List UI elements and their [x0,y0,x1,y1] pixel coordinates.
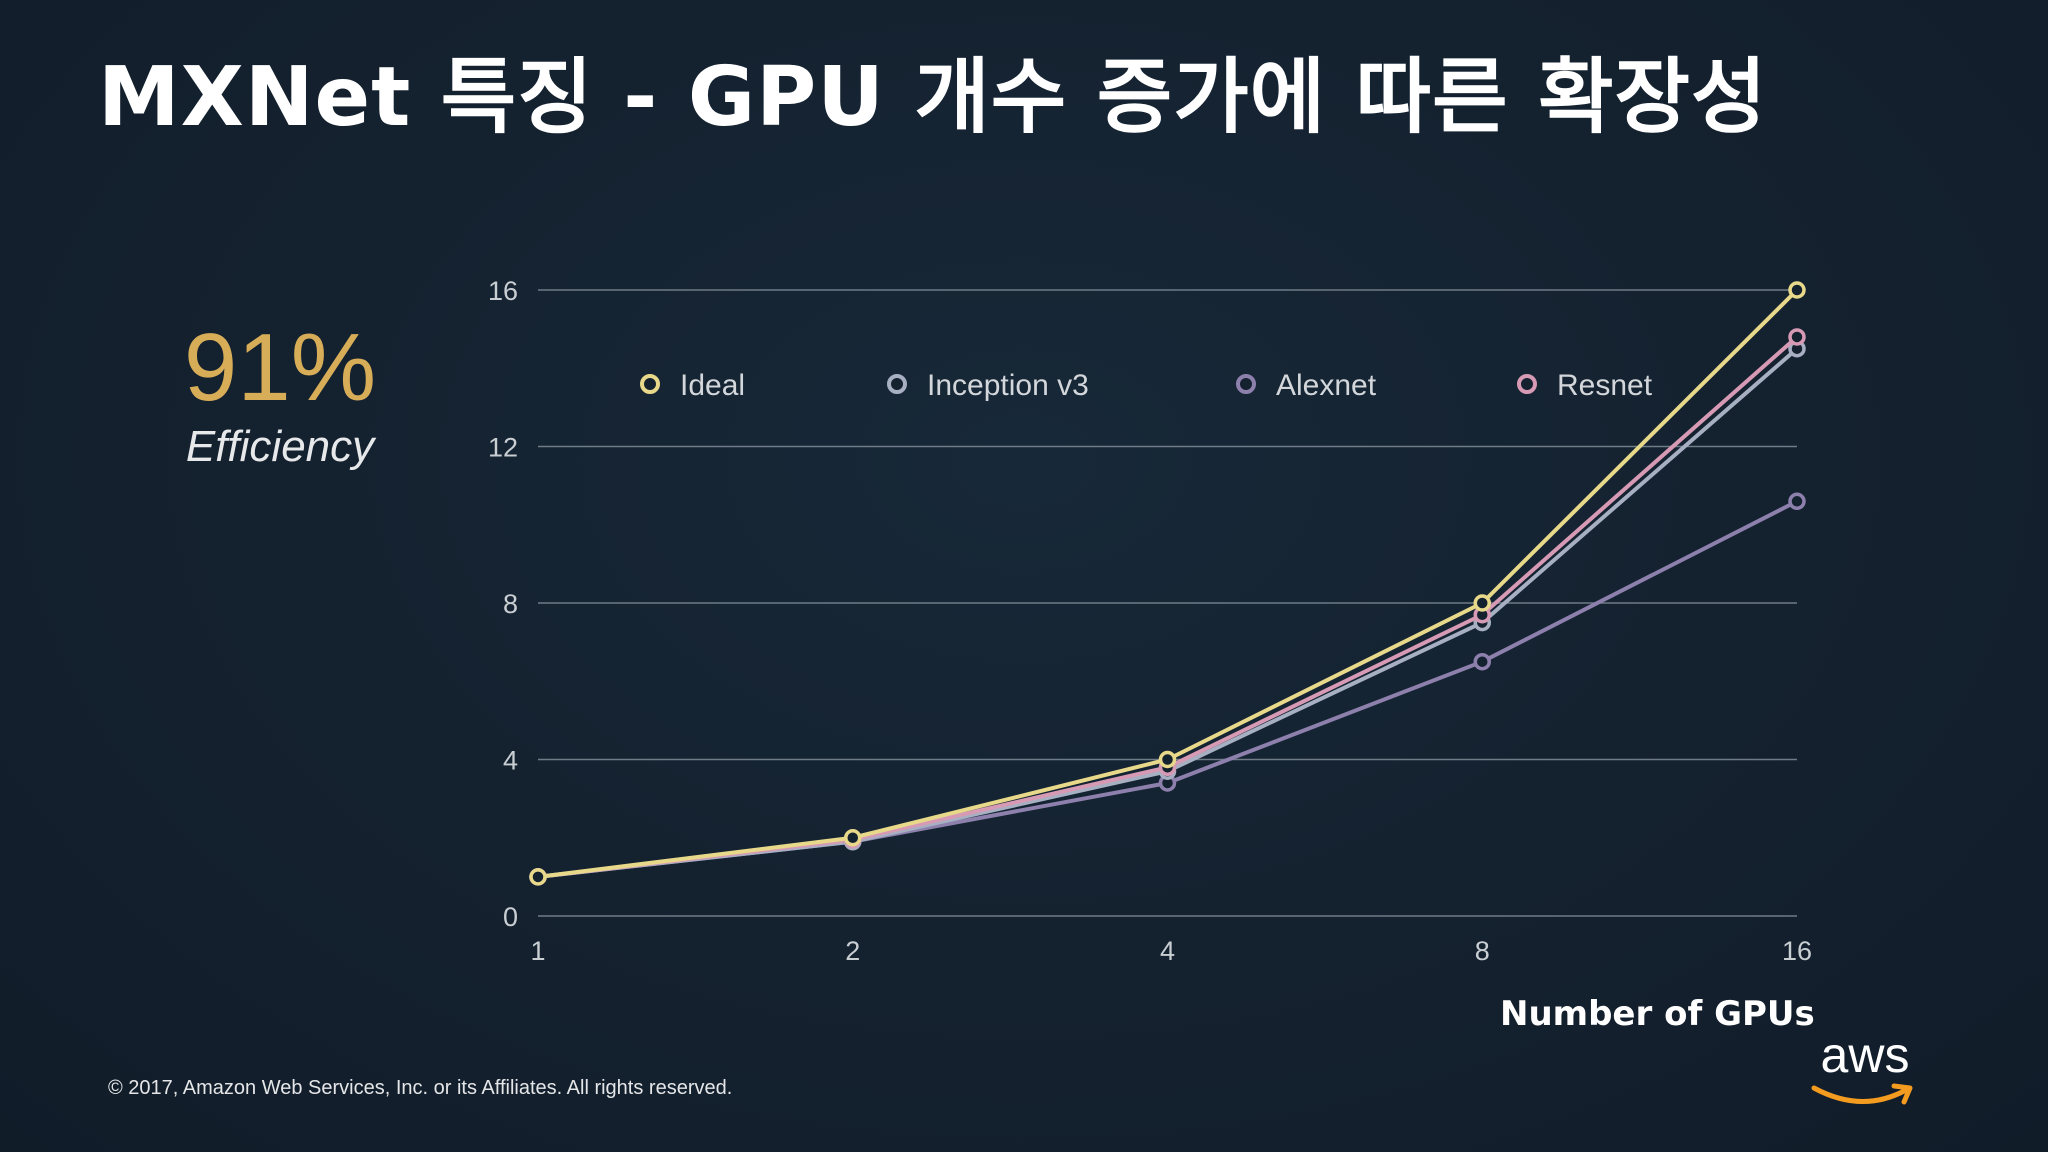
y-tick-label: 16 [488,276,518,306]
data-point-ideal [1158,750,1177,769]
series-line-alexnet [536,499,1799,879]
legend-marker [640,374,660,394]
legend-label: Inception v3 [927,369,1089,402]
data-point-ideal [529,868,547,886]
efficiency-value: 91% [183,314,377,421]
legend-label: Resnet [1557,369,1653,402]
data-point-ideal [1788,281,1806,299]
legend-marker [887,374,907,394]
slide-title: MXNet 특징 - GPU 개수 증가에 따른 확장성 [98,50,1768,145]
x-tick-label: 16 [1782,936,1812,966]
series-line-resnet [536,334,1799,879]
copyright-notice: © 2017, Amazon Web Services, Inc. or its… [108,1077,733,1099]
series-resnet [529,328,1806,886]
series-ideal [529,281,1806,886]
y-tick-labels: 0 4 8 12 16 [488,276,518,932]
x-tick-label: 2 [845,936,860,966]
legend-item-alexnet: Alexnet [1236,369,1377,402]
y-tick-label: 0 [503,902,518,932]
aws-logo-text: aws [1820,1027,1910,1083]
series-lines [529,281,1806,886]
series-line-inception-v3 [536,346,1799,879]
data-point-ideal [1473,594,1491,612]
legend-label: Alexnet [1276,369,1377,402]
series-alexnet [529,492,1806,886]
data-point-alexnet [1473,652,1491,671]
y-tick-label: 12 [488,433,518,463]
chart-legend: Ideal Inception v3 Alexnet Resnet [640,369,1653,402]
x-tick-labels: 1 2 4 8 16 [530,936,1812,966]
x-tick-label: 8 [1475,936,1490,966]
data-point-alexnet [1788,492,1806,511]
efficiency-callout: 91% Efficiency [150,320,410,472]
y-tick-label: 4 [503,746,518,776]
y-tick-label: 8 [503,589,518,619]
legend-marker [1517,374,1537,394]
aws-logo: aws [1800,1030,1930,1120]
series-inception-v3 [529,339,1806,886]
data-point-ideal [844,829,862,847]
legend-item-inception-v3: Inception v3 [887,369,1089,402]
legend-item-resnet: Resnet [1517,369,1653,402]
legend-item-ideal: Ideal [640,369,745,402]
legend-marker [1236,374,1256,394]
x-tick-label: 4 [1160,936,1175,966]
data-point-resnet [1788,328,1806,346]
amazon-smile-icon [1811,1083,1913,1105]
legend-label: Ideal [680,369,745,402]
x-axis-title: Number of GPUs [1500,994,1815,1034]
x-tick-label: 1 [530,936,545,966]
efficiency-label: Efficiency [185,422,375,471]
